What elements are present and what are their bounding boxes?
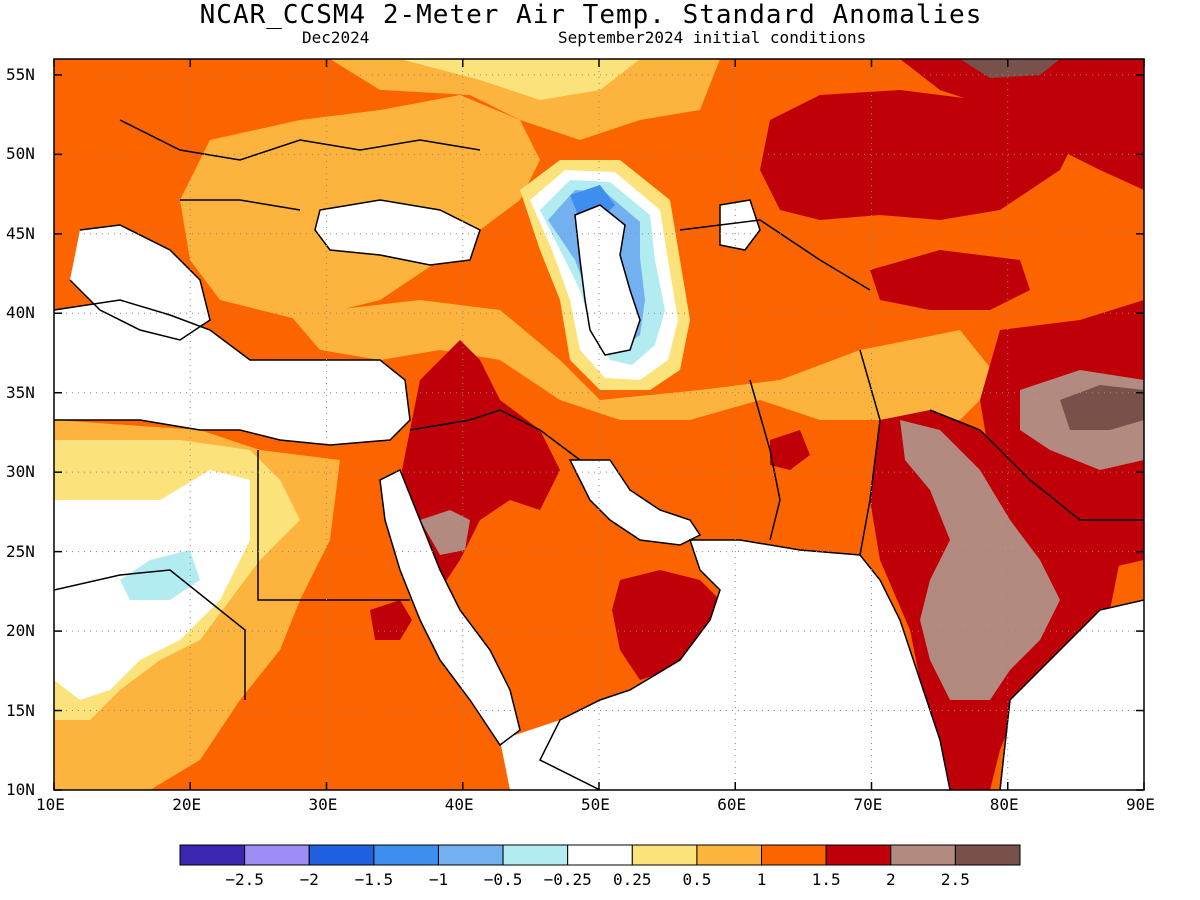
- border-pakistan: [859, 349, 881, 556]
- lon-label: 10E: [36, 795, 65, 814]
- colorbar-swatch: [179, 844, 246, 866]
- sea-mask-aral: [720, 200, 760, 250]
- anomaly-region-afghanistan-hot: [770, 430, 810, 470]
- lat-label: 45N: [6, 223, 35, 243]
- colorbar-label: −0.25: [543, 870, 592, 889]
- coastline-black-sea: [314, 199, 481, 266]
- border-india-north: [929, 409, 1144, 521]
- lat-label: 55N: [6, 64, 35, 84]
- colorbar-swatch: [502, 844, 569, 866]
- colorbar-label: 1.5: [811, 870, 841, 889]
- sea-mask-persian-gulf: [570, 460, 700, 545]
- coastline-red-sea: [379, 468, 521, 747]
- lat-label: 35N: [6, 382, 35, 402]
- lat-label: 10N: [6, 780, 35, 799]
- anomaly-region-northeast-max: [960, 59, 1060, 78]
- colorbar-label: −1.5: [354, 870, 394, 889]
- anomaly-region-northeast-hot: [900, 59, 1144, 190]
- initial-conditions: September2024 initial conditions: [558, 28, 867, 47]
- colorbar-swatch: [373, 844, 439, 866]
- colorbar-label: 0.5: [682, 870, 712, 889]
- lat-label: 30N: [6, 462, 35, 482]
- lon-label: 80E: [989, 795, 1019, 814]
- sea-mask-red-sea: [380, 470, 520, 745]
- colorbar-swatch: [437, 844, 504, 866]
- colorbar-swatch: [890, 844, 956, 866]
- anomaly-region-central-asia-hot: [760, 90, 1080, 220]
- lat-label: 15N: [6, 700, 35, 720]
- anomaly-region-tibet-max: [1060, 385, 1144, 430]
- map-title: NCAR_CCSM4 2-Meter Air Temp. Standard An…: [199, 0, 983, 30]
- lon-label: 90E: [1126, 795, 1155, 814]
- colorbar-swatch: [567, 844, 633, 866]
- colorbar-swatch: [631, 844, 698, 866]
- anomaly-region-tianshan-hot: [870, 250, 1030, 310]
- border-africa-west: [54, 569, 246, 700]
- colorbar-swatch: [761, 844, 827, 866]
- anomaly-region-north-pale: [400, 59, 640, 100]
- lat-label: 25N: [6, 541, 35, 561]
- colorbar-label: 0.25: [613, 870, 652, 889]
- lat-label: 40N: [6, 303, 35, 323]
- coastline-mediterranean: [54, 299, 411, 446]
- sea-mask-italy-sea: [70, 225, 210, 340]
- sea-mask-arabian-sea: [540, 540, 950, 790]
- border-africa-north: [257, 450, 410, 601]
- lon-label: 70E: [853, 795, 883, 814]
- colorbar-swatch: [954, 844, 1021, 866]
- coastline-italy: [69, 224, 211, 341]
- lon-label: 60E: [717, 795, 747, 814]
- colorbar-swatch: [825, 844, 892, 866]
- colorbar-label: 1: [756, 870, 767, 889]
- border-mideast: [409, 409, 581, 461]
- lon-label: 40E: [444, 795, 474, 814]
- forecast-month: Dec2024: [302, 28, 370, 47]
- border-europe-south: [180, 199, 301, 211]
- colorbar-label: −2: [299, 870, 319, 889]
- coastline-arabian-sea: [538, 539, 951, 790]
- coastline-bay-bengal: [999, 599, 1144, 790]
- coastline-aral: [719, 199, 761, 251]
- colorbar-label: −1: [428, 870, 449, 889]
- anomaly-region-iran-light: [290, 300, 1000, 420]
- colorbar-label: −0.5: [483, 870, 523, 889]
- sea-mask-mediterranean: [54, 300, 410, 445]
- colorbar-label: 2.5: [940, 870, 970, 889]
- anomaly-region-arabia-brown: [420, 510, 470, 555]
- sea-mask-bay-bengal: [1000, 600, 1144, 790]
- sea-mask-gulf-aden: [500, 720, 600, 790]
- colorbar-label: −2.5: [225, 870, 264, 889]
- lon-label: 30E: [308, 795, 338, 814]
- anomaly-region-oman-hot: [612, 570, 720, 680]
- sea-mask-caspian: [575, 205, 640, 355]
- anomaly-fill-layer: [54, 59, 1144, 790]
- lat-label: 50N: [6, 144, 35, 164]
- border-europe: [119, 119, 481, 161]
- sea-mask-black-sea: [315, 200, 480, 265]
- anomaly-region-north-light: [330, 59, 720, 140]
- anomaly-region-africa-cool: [120, 550, 200, 600]
- anomaly-region-sudan-hot: [370, 600, 412, 640]
- lon-label: 50E: [581, 795, 610, 814]
- colorbar-swatch: [308, 844, 375, 866]
- coastline-persian-gulf: [568, 459, 702, 546]
- axis-ticks: [53, 59, 1145, 791]
- colorbar-swatch: [696, 844, 763, 866]
- lon-label: 20E: [172, 795, 202, 814]
- coastline-layer: [54, 119, 1144, 790]
- border-central-asia: [679, 219, 871, 291]
- colorbar-label: 2: [885, 870, 896, 889]
- colorbar: [179, 844, 1021, 866]
- anomaly-region-india-brown: [900, 420, 1060, 700]
- coastline-caspian: [574, 204, 641, 356]
- colorbar-swatch: [244, 844, 310, 866]
- lat-label: 20N: [6, 621, 35, 641]
- border-iran-east: [749, 379, 781, 541]
